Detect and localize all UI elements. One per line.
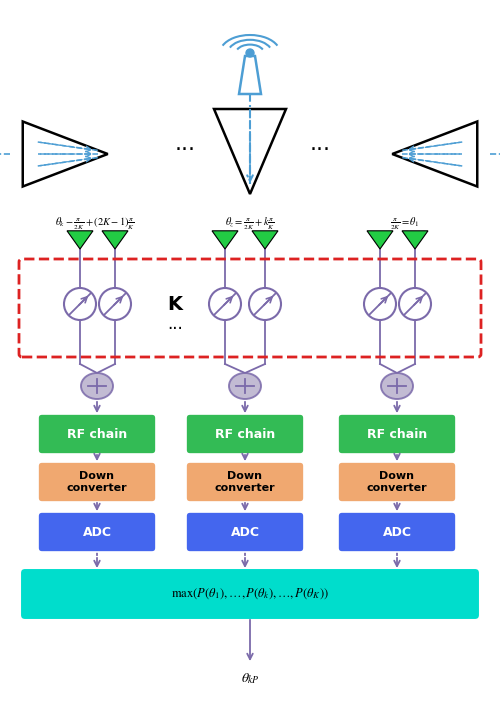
- Circle shape: [99, 288, 131, 320]
- Text: RF chain: RF chain: [215, 427, 275, 440]
- Ellipse shape: [81, 373, 113, 399]
- FancyBboxPatch shape: [186, 462, 304, 502]
- Text: Down
converter: Down converter: [214, 471, 276, 493]
- FancyBboxPatch shape: [186, 414, 304, 454]
- Text: $\theta_{kP}$: $\theta_{kP}$: [240, 672, 260, 686]
- Text: K: K: [168, 295, 182, 313]
- Ellipse shape: [229, 373, 261, 399]
- FancyBboxPatch shape: [338, 512, 456, 552]
- Circle shape: [246, 49, 254, 57]
- Circle shape: [249, 288, 281, 320]
- Text: ADC: ADC: [230, 526, 260, 539]
- FancyBboxPatch shape: [186, 512, 304, 552]
- Text: ADC: ADC: [82, 526, 112, 539]
- Polygon shape: [67, 231, 93, 249]
- Text: ...: ...: [167, 315, 183, 333]
- FancyBboxPatch shape: [38, 414, 156, 454]
- Text: $\theta_z = \frac{\pi}{2K} + k\frac{\pi}{K}$: $\theta_z = \frac{\pi}{2K} + k\frac{\pi}…: [225, 216, 275, 232]
- Text: Down
converter: Down converter: [366, 471, 428, 493]
- Text: ADC: ADC: [382, 526, 412, 539]
- FancyBboxPatch shape: [20, 568, 480, 620]
- FancyBboxPatch shape: [338, 462, 456, 502]
- Ellipse shape: [381, 373, 413, 399]
- Circle shape: [64, 288, 96, 320]
- Text: Down
converter: Down converter: [66, 471, 128, 493]
- Text: $\theta_k - \frac{\pi}{2K} + (2K-1)\frac{\pi}{K}$: $\theta_k - \frac{\pi}{2K} + (2K-1)\frac…: [55, 216, 135, 232]
- Polygon shape: [367, 231, 393, 249]
- FancyBboxPatch shape: [38, 512, 156, 552]
- Polygon shape: [102, 231, 128, 249]
- Polygon shape: [212, 231, 238, 249]
- Text: ...: ...: [174, 134, 196, 154]
- Text: $\mathrm{max}(P(\theta_1),\ldots,P(\theta_k),\ldots,P(\theta_K))$: $\mathrm{max}(P(\theta_1),\ldots,P(\thet…: [171, 586, 329, 602]
- Circle shape: [399, 288, 431, 320]
- Text: RF chain: RF chain: [67, 427, 127, 440]
- Polygon shape: [402, 231, 428, 249]
- Circle shape: [364, 288, 396, 320]
- Text: RF chain: RF chain: [367, 427, 427, 440]
- Circle shape: [209, 288, 241, 320]
- Text: $\frac{\pi}{2K} = \theta_1$: $\frac{\pi}{2K} = \theta_1$: [390, 216, 420, 232]
- FancyBboxPatch shape: [38, 462, 156, 502]
- Polygon shape: [252, 231, 278, 249]
- FancyBboxPatch shape: [338, 414, 456, 454]
- Text: ...: ...: [310, 134, 330, 154]
